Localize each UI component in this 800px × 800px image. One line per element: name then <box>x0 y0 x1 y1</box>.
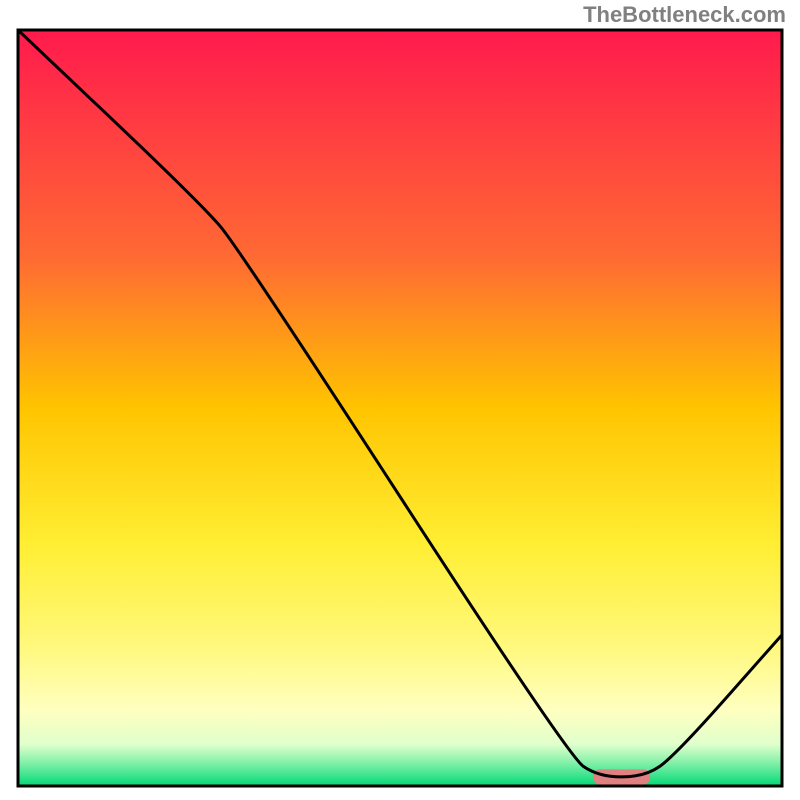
gradient-background <box>18 30 782 786</box>
plot-area <box>18 30 782 786</box>
attribution-text: TheBottleneck.com <box>583 2 786 28</box>
bottleneck-chart <box>0 0 800 800</box>
